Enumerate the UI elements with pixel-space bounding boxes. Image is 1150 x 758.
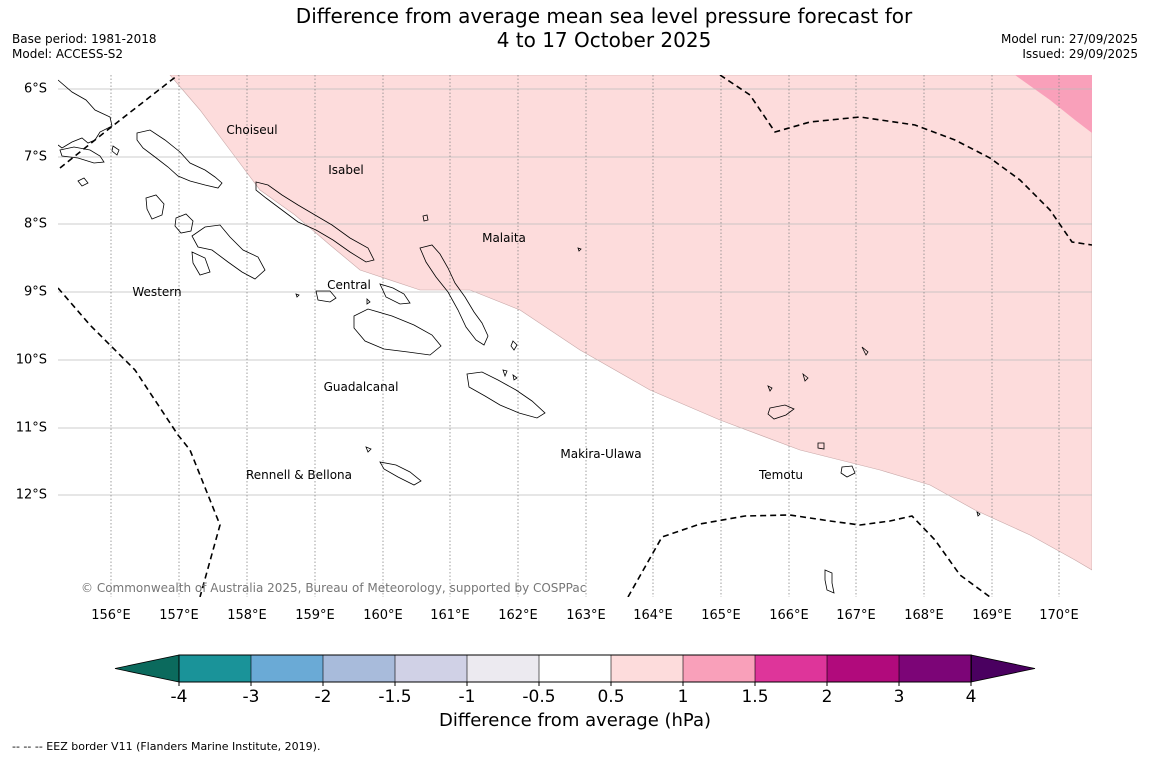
guadalcanal-island: [353, 308, 442, 356]
lat-label: 8°S: [24, 217, 47, 232]
lon-label: 156°E: [91, 608, 131, 623]
colorbar-tick-label: -2: [315, 687, 332, 707]
colorbar: -4 -3 -2 -1.5 -1 -0.5 0.5 1 1.5 2 3 4 Difference fr…: [114, 654, 1036, 731]
region-label: Western: [132, 285, 181, 299]
map-title-line-1: Difference from average mean sea level p…: [295, 4, 913, 28]
colorbar-swatch: [682, 654, 756, 683]
lon-label: 165°E: [701, 608, 741, 623]
base-period: Base period: 1981-2018: [12, 32, 157, 46]
lat-label: 10°S: [16, 353, 47, 368]
colorbar-swatch: [250, 654, 324, 683]
province-labels: Choiseul Isabel Malaita Western Central …: [132, 123, 803, 482]
eez-border: [58, 75, 1092, 597]
lat-label: 7°S: [24, 150, 47, 165]
colorbar-swatch: [826, 654, 900, 683]
colorbar-tick-label: 1: [678, 687, 689, 707]
region-label: Rennell & Bellona: [246, 468, 352, 482]
colorbar-swatch: [898, 654, 972, 683]
region-label: Malaita: [482, 231, 526, 245]
lon-label: 169°E: [972, 608, 1012, 623]
colorbar-tick-label: 4: [966, 687, 977, 707]
lon-label: 162°E: [498, 608, 538, 623]
lat-label: 6°S: [24, 82, 47, 97]
colorbar-tick-label: 2: [822, 687, 833, 707]
colorbar-tick-label: 1.5: [741, 687, 768, 707]
lon-label: 157°E: [159, 608, 199, 623]
anomaly-area-1-to-1-5: [1015, 75, 1092, 133]
buka-island: [59, 146, 105, 164]
region-label: Makira-Ulawa: [560, 447, 641, 461]
lon-label: 159°E: [295, 608, 335, 623]
malaita-island: [419, 244, 489, 346]
copyright-notice: © Commonwealth of Australia 2025, Bureau…: [81, 581, 586, 595]
colorbar-over-arrow: [970, 654, 1036, 683]
latitude-labels: 6°S 7°S 8°S 9°S 10°S 11°S 12°S: [16, 82, 47, 503]
lat-label: 11°S: [16, 421, 47, 436]
region-label: Choiseul: [226, 123, 277, 137]
region-label: Temotu: [758, 468, 803, 482]
model-name: Model: ACCESS-S2: [12, 47, 124, 61]
colorbar-tick-label: 0.5: [597, 687, 624, 707]
new-georgia-island: [191, 224, 266, 280]
colorbar-tick-label: 3: [894, 687, 905, 707]
region-label: Isabel: [328, 163, 363, 177]
vella-lavella-island: [145, 194, 165, 220]
lon-label: 164°E: [633, 608, 673, 623]
colorbar-tick-label: -4: [171, 687, 188, 707]
colorbar-tick-label: -0.5: [522, 687, 555, 707]
colorbar-label: Difference from average (hPa): [439, 710, 711, 731]
santa-isabel-island: [255, 181, 375, 263]
kolombangara-island: [174, 213, 194, 234]
lat-label: 9°S: [24, 285, 47, 300]
colorbar-swatch: [538, 654, 612, 683]
nendo-island: [767, 404, 795, 420]
lon-label: 161°E: [430, 608, 470, 623]
lon-label: 166°E: [769, 608, 809, 623]
region-label: Guadalcanal: [324, 380, 399, 394]
eez-legend-note: -- -- -- EEZ border V11 (Flanders Marine…: [12, 740, 321, 753]
choiseul-island: [136, 129, 223, 189]
colorbar-swatch: [322, 654, 396, 683]
nggela-islands: [315, 290, 337, 303]
colorbar-swatch: [394, 654, 468, 683]
bellona-island: [365, 446, 372, 453]
coastlines: [58, 79, 981, 594]
makira-island: [466, 371, 546, 419]
lon-label: 160°E: [363, 608, 403, 623]
colorbar-swatch: [178, 654, 252, 683]
tikopia-island: [824, 569, 835, 594]
anomaly-area-0-5-to-1: [169, 75, 1092, 571]
model-run: Model run: 27/09/2025: [1000, 32, 1138, 46]
longitude-labels: 156°E 157°E 158°E 159°E 160°E 161°E 162°…: [91, 608, 1079, 623]
lon-label: 167°E: [836, 608, 876, 623]
lon-label: 170°E: [1039, 608, 1079, 623]
colorbar-tick-label: -1: [459, 687, 476, 707]
colorbar-under-arrow: [114, 654, 180, 683]
colorbar-tick-label: -3: [243, 687, 260, 707]
colorbar-swatch: [466, 654, 540, 683]
graticule: [58, 75, 1092, 597]
colorbar-swatch: [610, 654, 684, 683]
lon-label: 158°E: [227, 608, 267, 623]
lon-label: 168°E: [904, 608, 944, 623]
vanikoro-island: [840, 465, 856, 478]
rennell-island: [379, 461, 422, 486]
region-label: Central: [327, 278, 371, 292]
colorbar-tick-label: -1.5: [378, 687, 411, 707]
rendova-island: [191, 251, 211, 276]
bougainville-island: [58, 79, 113, 149]
colorbar-swatch: [754, 654, 828, 683]
lon-label: 163°E: [566, 608, 606, 623]
map-title-line-2: 4 to 17 October 2025: [496, 28, 712, 52]
lat-label: 12°S: [16, 488, 47, 503]
issued-date: Issued: 29/09/2025: [1022, 47, 1138, 61]
